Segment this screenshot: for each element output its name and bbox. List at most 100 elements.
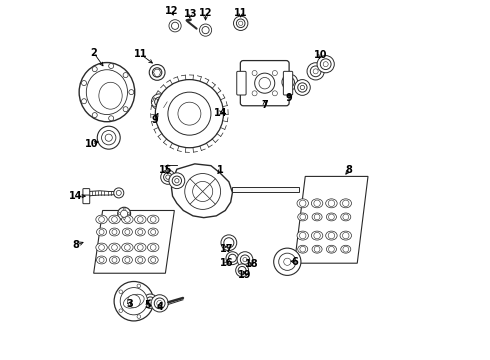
Circle shape [151, 229, 156, 234]
Text: 10: 10 [85, 139, 98, 149]
Circle shape [314, 214, 320, 220]
Circle shape [116, 190, 122, 195]
Circle shape [154, 298, 165, 309]
FancyBboxPatch shape [283, 71, 293, 95]
Ellipse shape [97, 256, 107, 264]
Circle shape [294, 80, 310, 95]
Text: 12: 12 [165, 6, 178, 17]
Circle shape [99, 229, 104, 234]
Circle shape [234, 16, 248, 31]
Ellipse shape [109, 256, 120, 264]
Circle shape [129, 90, 134, 95]
Circle shape [299, 200, 306, 207]
Circle shape [112, 229, 117, 234]
Circle shape [105, 134, 112, 141]
Circle shape [98, 217, 104, 222]
Circle shape [137, 244, 143, 250]
Polygon shape [294, 176, 368, 263]
Ellipse shape [96, 243, 107, 252]
Circle shape [151, 295, 168, 312]
Circle shape [118, 207, 131, 220]
Text: 1: 1 [217, 165, 224, 175]
Circle shape [193, 181, 213, 202]
Circle shape [164, 173, 172, 181]
Text: 9: 9 [285, 93, 292, 103]
Ellipse shape [311, 199, 323, 208]
Ellipse shape [109, 215, 120, 224]
Circle shape [148, 300, 152, 303]
Circle shape [92, 113, 97, 118]
Text: 11: 11 [234, 8, 247, 18]
Circle shape [185, 174, 220, 210]
Circle shape [114, 282, 153, 321]
Circle shape [155, 80, 223, 148]
Text: 10: 10 [314, 50, 327, 60]
Circle shape [238, 266, 246, 274]
Circle shape [167, 103, 176, 112]
Ellipse shape [109, 243, 120, 252]
Circle shape [300, 246, 306, 252]
Circle shape [152, 68, 162, 77]
Circle shape [252, 71, 257, 76]
Text: 13: 13 [184, 9, 197, 19]
Circle shape [343, 200, 349, 207]
Circle shape [329, 214, 334, 220]
Circle shape [98, 244, 104, 250]
Text: 19: 19 [238, 270, 252, 280]
Circle shape [314, 232, 320, 239]
Circle shape [155, 97, 164, 107]
Circle shape [175, 179, 179, 183]
Circle shape [239, 21, 243, 26]
Polygon shape [122, 211, 172, 217]
Circle shape [272, 91, 277, 96]
Circle shape [243, 257, 247, 262]
Circle shape [81, 99, 87, 104]
Circle shape [138, 229, 143, 234]
Ellipse shape [326, 213, 337, 221]
Ellipse shape [312, 245, 322, 253]
Ellipse shape [97, 228, 107, 236]
Circle shape [307, 63, 324, 80]
Circle shape [255, 73, 275, 93]
Circle shape [298, 83, 307, 92]
Ellipse shape [147, 243, 159, 252]
Circle shape [161, 170, 175, 184]
Circle shape [149, 64, 165, 80]
Circle shape [328, 232, 335, 239]
Circle shape [240, 255, 250, 264]
Ellipse shape [79, 63, 135, 122]
Ellipse shape [135, 215, 146, 224]
Circle shape [114, 188, 124, 198]
Text: 12: 12 [199, 8, 212, 18]
Circle shape [166, 175, 170, 179]
Text: 8: 8 [345, 165, 352, 175]
Ellipse shape [135, 228, 146, 236]
Text: 8: 8 [73, 240, 79, 250]
Circle shape [343, 232, 349, 239]
Circle shape [125, 229, 130, 234]
Text: 14: 14 [214, 108, 228, 118]
Circle shape [101, 131, 116, 145]
Circle shape [168, 92, 211, 135]
Circle shape [259, 77, 270, 89]
Circle shape [150, 217, 156, 222]
Ellipse shape [96, 215, 107, 224]
Circle shape [146, 297, 155, 306]
Ellipse shape [99, 82, 122, 109]
Circle shape [137, 315, 141, 318]
Ellipse shape [122, 215, 133, 224]
Circle shape [237, 252, 253, 267]
Ellipse shape [86, 70, 127, 114]
Ellipse shape [122, 256, 132, 264]
Circle shape [252, 91, 257, 96]
Text: 16: 16 [220, 258, 233, 268]
Text: 15: 15 [159, 165, 173, 175]
Circle shape [221, 235, 237, 251]
FancyBboxPatch shape [83, 195, 90, 204]
Circle shape [123, 73, 128, 78]
Text: 4: 4 [157, 302, 164, 312]
Ellipse shape [326, 231, 337, 240]
Circle shape [81, 81, 87, 86]
Circle shape [317, 55, 334, 73]
Ellipse shape [148, 256, 158, 264]
